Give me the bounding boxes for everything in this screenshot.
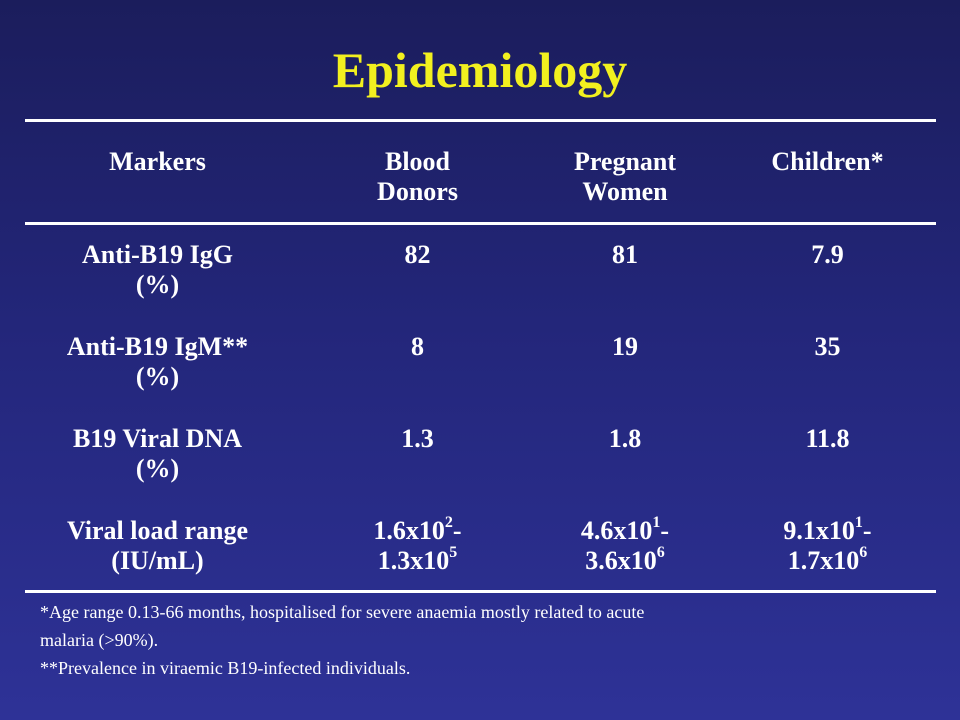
value-exponent: 6: [656, 544, 665, 562]
top-rule: [25, 119, 936, 122]
slide-title: Epidemiology: [332, 42, 628, 98]
header-blood-donors: Blood Donors: [300, 147, 535, 207]
header-markers: Markers: [25, 147, 290, 177]
value-exponent: 6: [859, 544, 868, 562]
value-line1: 1.6x102-: [300, 514, 535, 546]
row-children-value: 11.8: [805, 424, 850, 453]
value-base: 1.3x10: [377, 546, 450, 575]
row-pregnant-women-value: 81: [612, 240, 638, 269]
footnote-line1: *Age range 0.13-66 months, hospitalised …: [40, 602, 645, 622]
value-base: 9.1x10: [783, 516, 855, 545]
row-blood-donors-value: 8: [411, 332, 424, 361]
footnote-line3: **Prevalence in viraemic B19-infected in…: [40, 658, 411, 678]
value-line2: 1.7x106: [720, 544, 935, 576]
header-pregnant-women-line2: Women: [582, 177, 668, 206]
row-marker-line1: Viral load range: [66, 516, 249, 545]
row-marker: Viral load range (IU/mL): [25, 516, 290, 576]
row-marker-line2: (IU/mL): [111, 546, 204, 575]
row-marker-line1: Anti-B19 IgG: [82, 240, 233, 269]
value-line1: 4.6x101-: [515, 514, 735, 546]
value-line1: 9.1x101-: [720, 514, 935, 546]
row-blood-donors-value: 82: [404, 240, 431, 269]
row-children-value: 35: [814, 332, 841, 361]
value-suffix: -: [862, 516, 872, 545]
header-markers-line1: Markers: [109, 147, 206, 176]
header-blood-donors-line2: Donors: [377, 177, 458, 206]
header-children-line1: Children*: [771, 147, 884, 176]
value-base: 1.7x10: [787, 546, 860, 575]
header-pregnant-women-line1: Pregnant: [573, 147, 677, 176]
value-exponent: 1: [652, 514, 661, 532]
row-blood-donors-value: 1.3: [401, 424, 434, 453]
value-suffix: -: [452, 516, 462, 545]
value-suffix: -: [660, 516, 670, 545]
row-marker-line2: (%): [135, 454, 180, 483]
header-rule: [25, 222, 936, 225]
row-marker: B19 Viral DNA (%): [25, 424, 290, 484]
bottom-rule: [25, 590, 936, 593]
footnote-line2: malaria (>90%).: [40, 630, 159, 650]
row-marker-line1: B19 Viral DNA: [73, 424, 242, 453]
value-exponent: 5: [449, 544, 458, 562]
row-marker-line1: Anti-B19 IgM**: [66, 332, 249, 361]
value-base: 4.6x10: [580, 516, 653, 545]
value-line2: 3.6x106: [515, 544, 735, 576]
row-children-value: 9.1x101- 1.7x106: [720, 514, 935, 576]
value-line2: 1.3x105: [300, 544, 535, 576]
header-blood-donors-line1: Blood: [384, 147, 451, 176]
row-pregnant-women-value: 1.8: [608, 424, 642, 453]
row-marker-line2: (%): [135, 270, 180, 299]
row-blood-donors-value: 1.6x102- 1.3x105: [300, 514, 535, 576]
header-children: Children*: [720, 147, 935, 177]
row-pregnant-women-value: 19: [612, 332, 638, 361]
value-exponent: 2: [444, 514, 453, 532]
row-children-value: 7.9: [811, 240, 844, 269]
row-marker: Anti-B19 IgG (%): [25, 240, 290, 300]
value-base: 3.6x10: [585, 546, 657, 575]
row-pregnant-women-value: 4.6x101- 3.6x106: [515, 514, 735, 576]
header-pregnant-women: Pregnant Women: [515, 147, 735, 207]
footnotes: *Age range 0.13-66 months, hospitalised …: [40, 598, 920, 682]
row-marker: Anti-B19 IgM** (%): [25, 332, 290, 392]
value-base: 1.6x10: [373, 516, 445, 545]
value-exponent: 1: [854, 514, 863, 532]
row-marker-line2: (%): [135, 362, 180, 391]
